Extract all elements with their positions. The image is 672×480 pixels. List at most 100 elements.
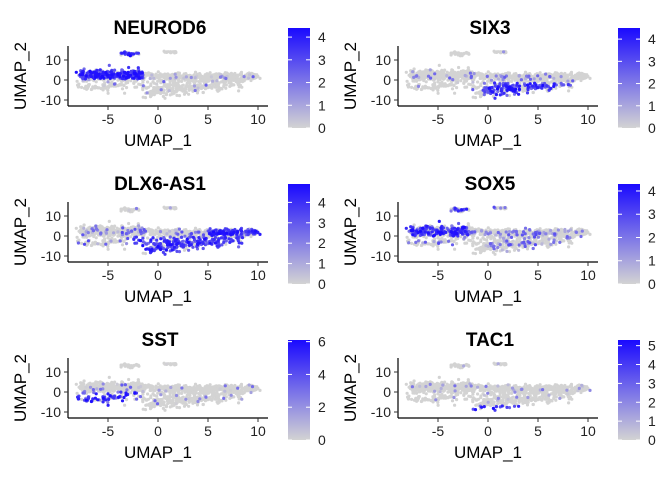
cell-point	[457, 65, 461, 70]
cell-point	[207, 73, 211, 77]
cell-point	[227, 237, 231, 241]
cell-point	[86, 242, 90, 246]
cell-point	[122, 70, 127, 74]
cell-point	[211, 79, 215, 83]
cell-point	[89, 75, 93, 79]
cell-point	[436, 244, 440, 248]
x-tick-label: -5	[102, 267, 115, 283]
cell-point	[120, 243, 125, 247]
colorbar-tick-label: 3	[318, 52, 326, 68]
colorbar-tick-label: 4	[318, 29, 326, 45]
cell-point	[112, 238, 117, 242]
cell-point	[242, 75, 246, 79]
cell-point	[536, 235, 541, 239]
cell-point	[94, 236, 98, 240]
cell-point	[424, 236, 428, 240]
cell-point	[489, 78, 494, 82]
cell-point	[164, 77, 168, 81]
y-tick-label: 10	[45, 52, 61, 68]
cell-point	[561, 83, 565, 87]
cell-point	[156, 235, 160, 239]
cell-point	[129, 73, 133, 77]
cell-point	[459, 79, 463, 83]
cell-point	[236, 80, 240, 84]
cell-point	[453, 91, 457, 95]
scatter-points	[74, 361, 262, 412]
cell-point	[98, 68, 102, 72]
cell-point	[533, 243, 538, 247]
cell-point	[229, 75, 233, 79]
cell-point	[460, 231, 464, 235]
cell-point	[415, 79, 419, 83]
cell-point	[162, 88, 166, 92]
cell-point	[547, 237, 551, 241]
cell-point	[165, 73, 169, 77]
y-tick-label: 0	[383, 228, 391, 244]
cell-point	[411, 233, 415, 237]
cell-point	[535, 78, 539, 82]
cell-point	[105, 228, 109, 232]
cell-point	[465, 85, 469, 89]
cell-point	[559, 75, 563, 79]
cell-point	[515, 81, 519, 85]
cell-point	[531, 246, 535, 251]
cell-point	[227, 81, 231, 85]
cell-point	[553, 232, 557, 236]
cell-point	[449, 53, 453, 57]
cell-point	[528, 241, 532, 245]
cell-point	[577, 76, 581, 80]
cell-point	[88, 69, 92, 73]
cell-point	[152, 232, 156, 236]
cell-point	[214, 72, 219, 76]
cell-point	[437, 63, 441, 67]
x-tick-label: -5	[432, 267, 445, 283]
y-axis-label: UMAP_2	[341, 42, 360, 110]
cell-point	[208, 71, 212, 75]
cell-point	[180, 235, 184, 239]
cell-point	[186, 80, 190, 85]
cell-point	[486, 70, 490, 74]
cell-point	[75, 79, 79, 83]
cell-point	[517, 243, 521, 247]
cell-point	[423, 230, 427, 234]
cell-point	[505, 239, 509, 243]
cell-point	[565, 74, 569, 78]
cell-point	[212, 238, 216, 242]
cell-point	[491, 90, 495, 94]
cell-point	[89, 243, 93, 248]
x-tick-label: 10	[250, 111, 266, 127]
colorbar-tick-label: 2	[648, 76, 656, 92]
cell-point	[133, 227, 137, 231]
cell-point	[87, 78, 91, 82]
cell-point	[173, 239, 177, 243]
cell-point	[158, 230, 163, 234]
cell-point	[258, 76, 262, 80]
cell-point	[140, 71, 144, 75]
cell-point	[501, 236, 505, 240]
cell-point	[104, 231, 108, 235]
cell-point	[531, 84, 535, 88]
cell-point	[247, 76, 251, 80]
cell-point	[220, 87, 224, 91]
cell-point	[437, 241, 441, 245]
cell-point	[457, 221, 461, 226]
cell-point	[558, 240, 562, 244]
cell-point	[99, 231, 103, 235]
cell-point	[426, 231, 430, 235]
cell-point	[95, 86, 99, 90]
cell-point	[498, 93, 502, 97]
panel-title: SST	[142, 330, 179, 351]
cell-point	[141, 244, 145, 248]
cell-point	[449, 230, 453, 234]
cell-point	[191, 78, 195, 82]
cell-point	[106, 247, 110, 251]
cell-point	[192, 84, 197, 88]
cell-point	[211, 73, 215, 77]
cell-point	[513, 76, 517, 80]
cell-point	[474, 242, 479, 246]
cell-point	[467, 238, 471, 242]
cell-point	[121, 226, 125, 230]
cell-point	[503, 233, 507, 237]
cell-point	[173, 72, 177, 76]
